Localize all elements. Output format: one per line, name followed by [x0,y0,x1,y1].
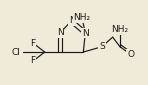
Text: F: F [30,39,35,48]
Text: N: N [69,16,75,25]
Text: N: N [82,29,89,38]
Text: Cl: Cl [12,48,21,57]
Text: NH₂: NH₂ [111,25,129,34]
Text: NH₂: NH₂ [73,13,91,22]
Text: F: F [30,56,35,65]
Text: S: S [99,42,105,51]
Text: N: N [57,28,63,37]
Text: O: O [127,50,134,59]
